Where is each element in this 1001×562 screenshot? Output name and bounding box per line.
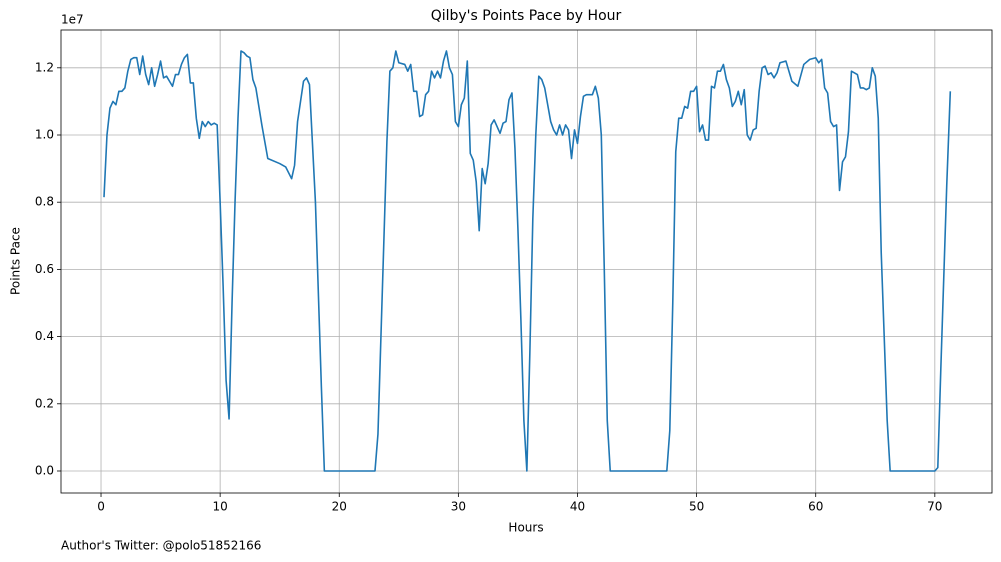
plot-frame xyxy=(60,29,993,494)
x-tick-label: 10 xyxy=(212,500,227,514)
y-tick-label: 0.0 xyxy=(35,463,54,477)
y-tick-label: 0.8 xyxy=(35,195,54,209)
data-line xyxy=(103,50,952,472)
y-tick-label: 1.2 xyxy=(35,60,54,74)
footnote: Author's Twitter: @polo51852166 xyxy=(61,539,261,553)
x-tick-label: 70 xyxy=(927,500,942,514)
x-tick-label: 30 xyxy=(451,500,466,514)
x-tick-label: 20 xyxy=(332,500,347,514)
y-axis-label: Points Pace xyxy=(9,227,23,295)
x-tick-label: 0 xyxy=(97,500,105,514)
x-tick-label: 40 xyxy=(570,500,585,514)
y-offset-label: 1e7 xyxy=(61,13,84,27)
x-tick-label: 50 xyxy=(689,500,704,514)
x-tick-label: 60 xyxy=(808,500,823,514)
y-tick-label: 1.0 xyxy=(35,127,54,141)
chart-title: Qilby's Points Pace by Hour xyxy=(431,8,622,24)
y-tick-label: 0.4 xyxy=(35,329,54,343)
y-tick-label: 0.6 xyxy=(35,262,54,276)
y-tick-label: 0.2 xyxy=(35,396,54,410)
x-axis-label: Hours xyxy=(508,521,543,535)
